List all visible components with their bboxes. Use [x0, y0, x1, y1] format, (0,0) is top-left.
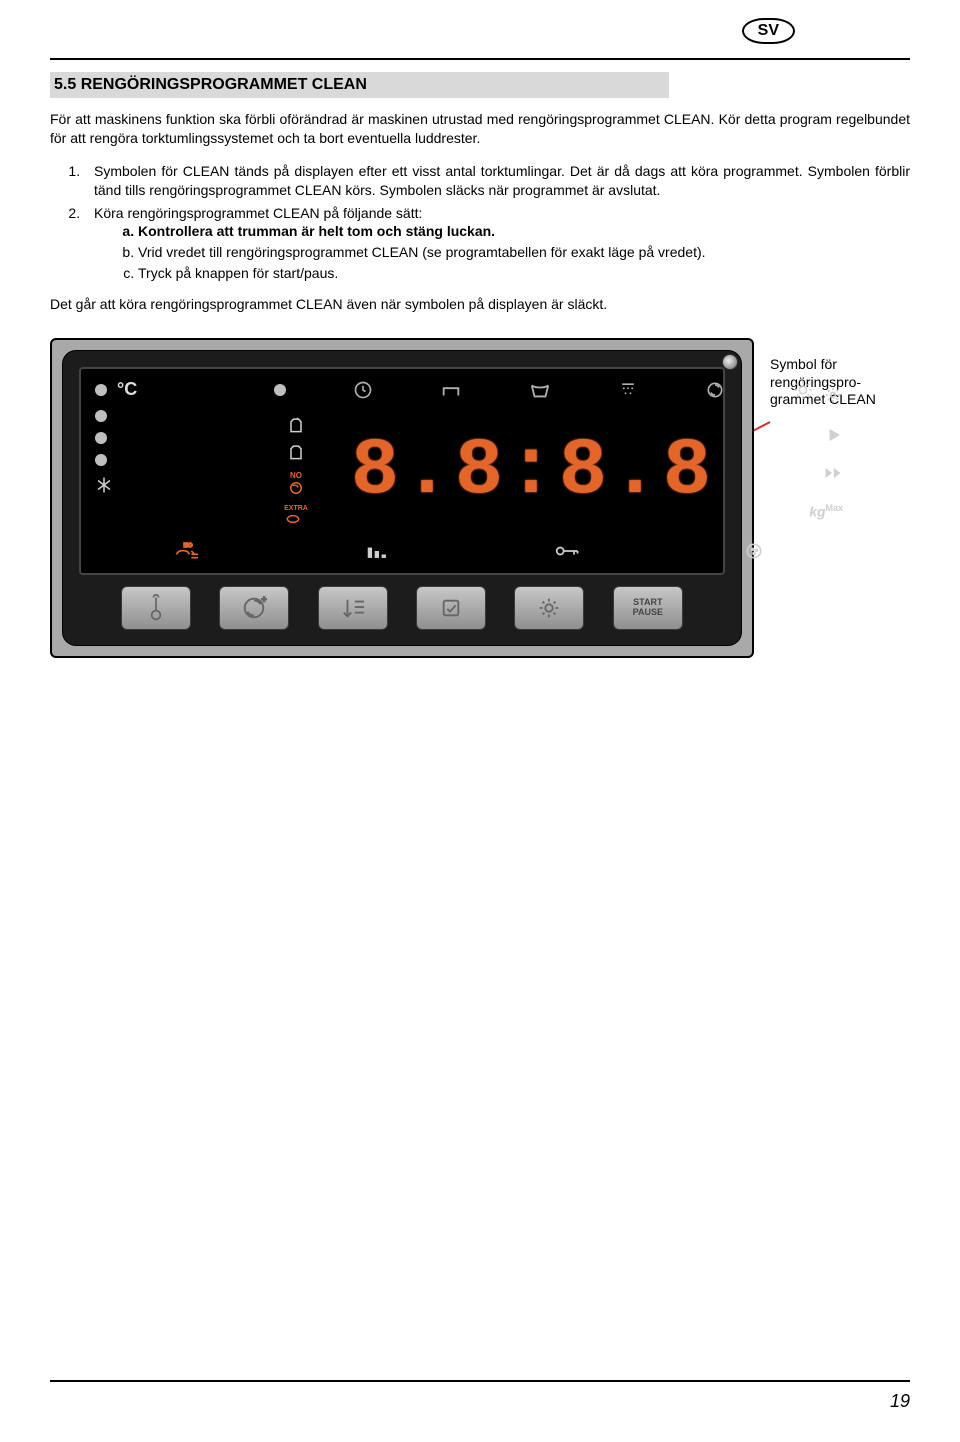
spin-no-icon [287, 480, 305, 496]
indicator-dot [95, 432, 107, 444]
clock-icon [353, 380, 373, 400]
display-mid-column: NO EXTRA [241, 409, 351, 533]
language-badge: SV [742, 18, 795, 44]
bars-icon [366, 542, 392, 560]
wash-basin-icon [529, 381, 551, 399]
shirt-icon [286, 443, 306, 461]
sub-item-a: Kontrollera att trumman är helt tom och … [138, 222, 910, 241]
delay-button[interactable] [514, 586, 584, 630]
button-row: + START PAUSE [79, 575, 725, 635]
display-right-column: kgMax [715, 369, 855, 533]
no-label: NO [287, 471, 305, 480]
section-heading: 5.5 RENGÖRINGSPROGRAMMET CLEAN [50, 72, 669, 98]
spin-extra-icon [284, 512, 308, 526]
kg-max-label: kgMax [809, 503, 843, 520]
control-panel: °C [50, 338, 754, 658]
panel-inner: °C [62, 350, 742, 646]
display-bottom-row: NO [81, 533, 855, 573]
intro-paragraph: För att maskinens funktion ska förbli of… [50, 110, 910, 148]
clean-symbol-icon [744, 541, 764, 561]
sub-item-b: Vrid vredet till rengöringsprogrammet CL… [138, 243, 910, 262]
list-item-2: Köra rengöringsprogrammet CLEAN på följa… [84, 204, 910, 284]
bottom-rule [50, 1380, 910, 1382]
spin-icon [705, 380, 725, 400]
start-pause-button[interactable]: START PAUSE [613, 586, 683, 630]
indicator-dot [274, 384, 286, 396]
list-item-1: Symbolen för CLEAN tänds på displayen ef… [84, 162, 910, 200]
shirt-steam-icon [286, 416, 306, 434]
top-rule [50, 58, 910, 60]
hanger-icon [440, 380, 462, 400]
closing-paragraph: Det går att köra rengöringsprogrammet CL… [50, 295, 910, 314]
display-screen: °C [79, 367, 725, 575]
sun-small-icon [823, 385, 843, 405]
extra-label: EXTRA [284, 505, 308, 512]
svg-text:NO: NO [183, 543, 192, 549]
lettered-sublist: Kontrollera att trumman är helt tom och … [94, 222, 910, 283]
seven-segment-display: 8.8:8.8 [351, 409, 715, 533]
svg-text:+: + [262, 595, 267, 604]
shower-icon [618, 380, 638, 400]
forward-icon [823, 465, 843, 481]
spin-wave-no-icon: NO [173, 541, 203, 561]
numbered-list: Symbolen för CLEAN tänds på displayen ef… [50, 162, 910, 283]
pause-label: PAUSE [633, 608, 663, 618]
key-icon [555, 544, 581, 558]
play-arrow-icon [825, 426, 843, 444]
list-item-2-lead: Köra rengöringsprogrammet CLEAN på följa… [94, 205, 422, 221]
temperature-button[interactable] [121, 586, 191, 630]
page-number: 19 [890, 1391, 910, 1412]
sun-icon [792, 379, 814, 401]
illustration-wrap: Symbol för rengöringspro- grammet CLEAN … [50, 338, 890, 658]
level-button[interactable] [318, 586, 388, 630]
sub-item-c: Tryck på knappen för start/paus. [138, 264, 910, 283]
options-button[interactable] [416, 586, 486, 630]
snowflake-icon [95, 476, 113, 494]
spin-button[interactable]: + [219, 586, 289, 630]
indicator-dot [95, 454, 107, 466]
indicator-dot [95, 410, 107, 422]
